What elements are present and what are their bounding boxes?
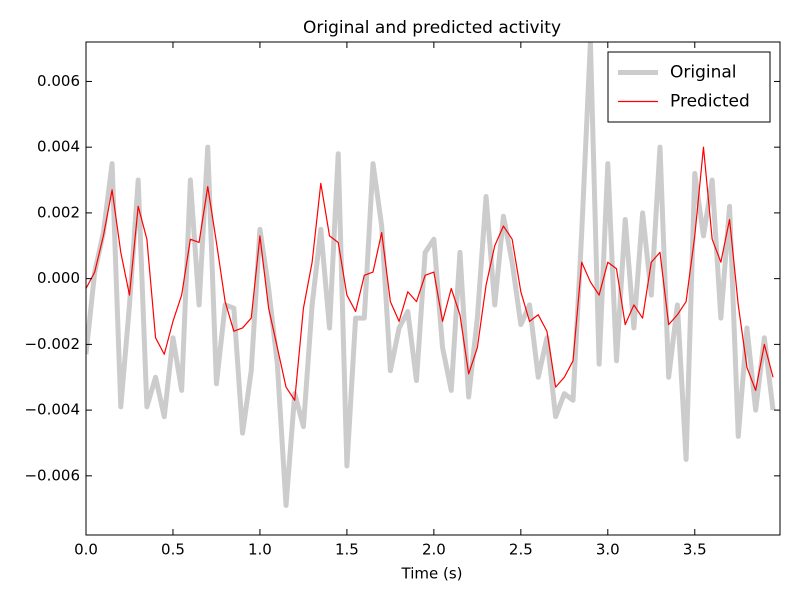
series-line (86, 146, 774, 401)
y-tick-label: 0.006 (37, 72, 80, 90)
x-tick-label: 1.5 (335, 541, 359, 559)
y-tick-label: −0.004 (24, 401, 80, 419)
legend-label: Original (670, 63, 737, 83)
x-tick-label: 2.0 (422, 541, 446, 559)
x-tick-label: 3.5 (683, 541, 707, 559)
x-tick-label: 0.0 (74, 541, 98, 559)
legend-box (607, 51, 771, 123)
x-tick-label: 0.5 (161, 541, 185, 559)
chart-title: Original and predicted activity (303, 18, 561, 38)
y-tick-label: 0.004 (37, 138, 80, 156)
y-tick-label: −0.002 (24, 335, 80, 353)
plot-frame (85, 41, 781, 536)
x-axis-label: Time (s) (401, 565, 463, 583)
y-tick-label: 0.002 (37, 203, 80, 221)
x-tick-label: 3.0 (596, 541, 620, 559)
legend-label: Predicted (670, 92, 750, 112)
x-tick-label: 1.0 (248, 541, 272, 559)
y-tick-label: −0.006 (24, 466, 80, 484)
y-tick-label: 0.000 (37, 269, 80, 287)
x-tick-label: 2.5 (509, 541, 533, 559)
series-line (86, 42, 776, 508)
